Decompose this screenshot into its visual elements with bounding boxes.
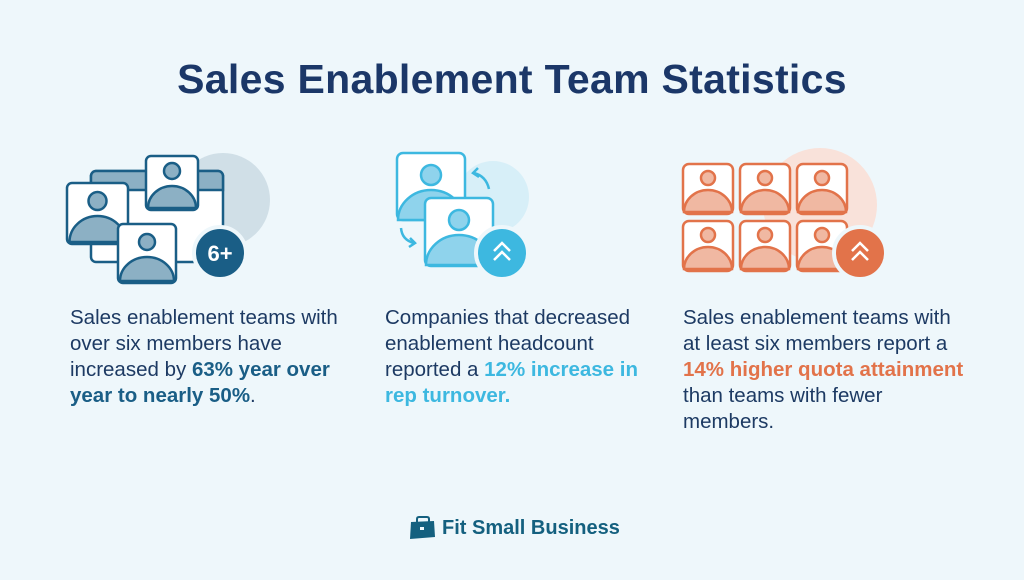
page-title: Sales Enablement Team Statistics <box>177 56 847 102</box>
fit-small-business-logo: Fit Small Business <box>408 516 620 540</box>
badge <box>192 225 248 281</box>
stat-highlight: 14% higher quota attainment <box>683 358 964 381</box>
stat-highlight: 12% increase in rep turnover. <box>385 358 638 407</box>
stat-text: Sales enablement teams with over six mem… <box>70 306 338 381</box>
double-chevron-up-icon <box>493 241 511 261</box>
logo-text: Fit Small Business <box>442 516 620 539</box>
people-grid-icon <box>681 148 888 281</box>
double-chevron-up-icon <box>851 241 869 261</box>
briefcase-icon <box>410 516 435 539</box>
stat-rep-turnover: Companies that decreased enablement head… <box>385 305 645 409</box>
stat-text: Companies that decreased enablement head… <box>385 306 631 381</box>
stat-text-end: . <box>250 384 256 407</box>
video-call-group-icon <box>65 153 270 285</box>
stat-quota-attainment: Sales enablement teams with at least six… <box>683 305 973 435</box>
swap-people-icon <box>395 151 530 281</box>
stat-highlight: 63% year over year to nearly 50% <box>70 358 330 407</box>
stat-text-end: than teams with fewer members. <box>683 384 883 433</box>
stat-text: Sales enablement teams with at least six… <box>683 306 951 355</box>
stat-team-growth: Sales enablement teams with over six mem… <box>70 305 340 409</box>
arrow-icon <box>399 227 415 245</box>
badge-six-plus: 6+ <box>207 241 232 266</box>
